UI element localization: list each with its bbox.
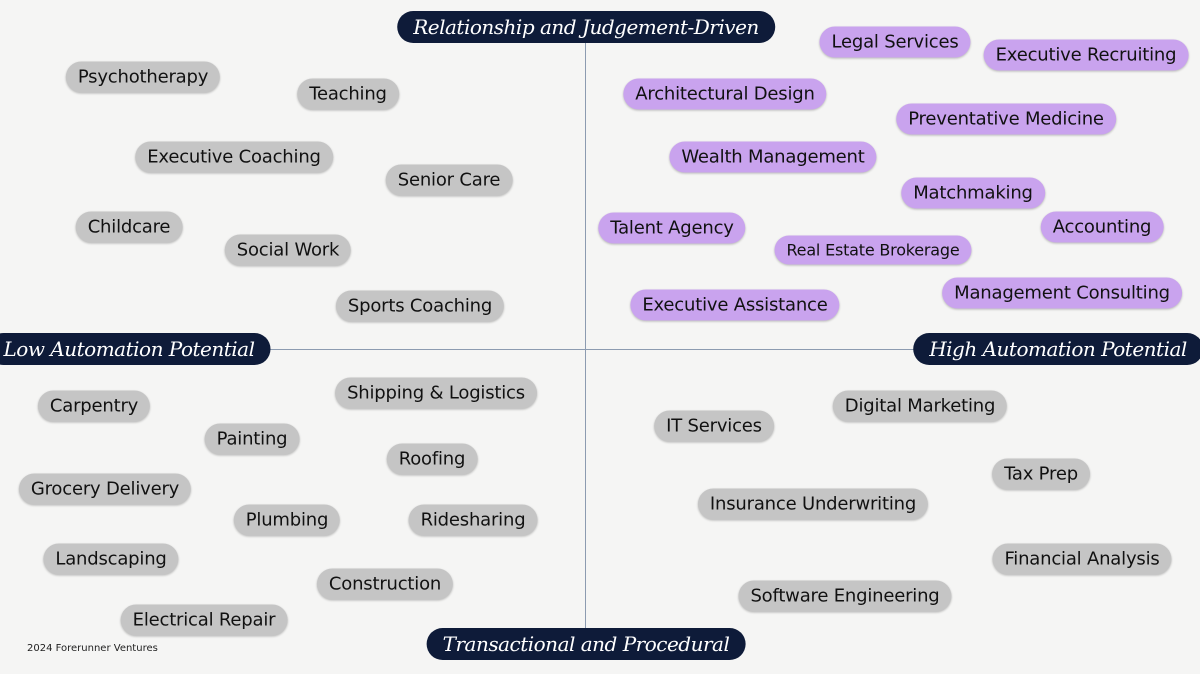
category-pill: Management Consulting (942, 277, 1182, 309)
category-pill: Digital Marketing (832, 390, 1008, 422)
category-pill: Preventative Medicine (896, 103, 1116, 135)
category-pill: Shipping & Logistics (335, 377, 537, 409)
category-pill: Electrical Repair (120, 604, 288, 636)
category-pill: Sports Coaching (335, 290, 505, 322)
category-pill: Psychotherapy (65, 61, 221, 93)
category-pill: Talent Agency (598, 212, 746, 244)
category-pill: Executive Assistance (630, 289, 840, 321)
category-pill: Plumbing (233, 504, 341, 536)
axis-label-bottom: Transactional and Procedural (426, 628, 746, 660)
category-pill: Grocery Delivery (18, 473, 192, 505)
category-pill: Carpentry (37, 390, 151, 422)
axis-label-right: High Automation Potential (913, 333, 1200, 365)
category-pill: Landscaping (43, 543, 179, 575)
vertical-axis-line (585, 28, 586, 630)
category-pill: Architectural Design (623, 78, 827, 110)
category-pill: Accounting (1040, 211, 1164, 243)
category-pill: Social Work (224, 234, 352, 266)
category-pill: Software Engineering (738, 580, 952, 612)
category-pill: Tax Prep (992, 458, 1090, 490)
category-pill: Executive Recruiting (983, 39, 1189, 71)
category-pill: Wealth Management (669, 141, 877, 173)
category-pill: Painting (204, 423, 300, 455)
axis-label-top: Relationship and Judgement-Driven (397, 11, 775, 43)
axis-label-left: Low Automation Potential (0, 333, 271, 365)
category-pill: Legal Services (819, 26, 971, 58)
category-pill: IT Services (654, 410, 774, 442)
category-pill: Executive Coaching (135, 141, 333, 173)
category-pill: Matchmaking (901, 177, 1045, 209)
category-pill: Real Estate Brokerage (774, 235, 972, 265)
category-pill: Construction (316, 568, 454, 600)
horizontal-axis-line (250, 349, 930, 350)
category-pill: Insurance Underwriting (697, 488, 929, 520)
category-pill: Childcare (75, 211, 183, 243)
category-pill: Teaching (297, 78, 399, 110)
category-pill: Roofing (386, 443, 478, 475)
footer: 2024 Forerunner Ventures (27, 643, 158, 654)
category-pill: Ridesharing (408, 504, 538, 536)
category-pill: Senior Care (385, 164, 513, 196)
category-pill: Financial Analysis (992, 543, 1172, 575)
